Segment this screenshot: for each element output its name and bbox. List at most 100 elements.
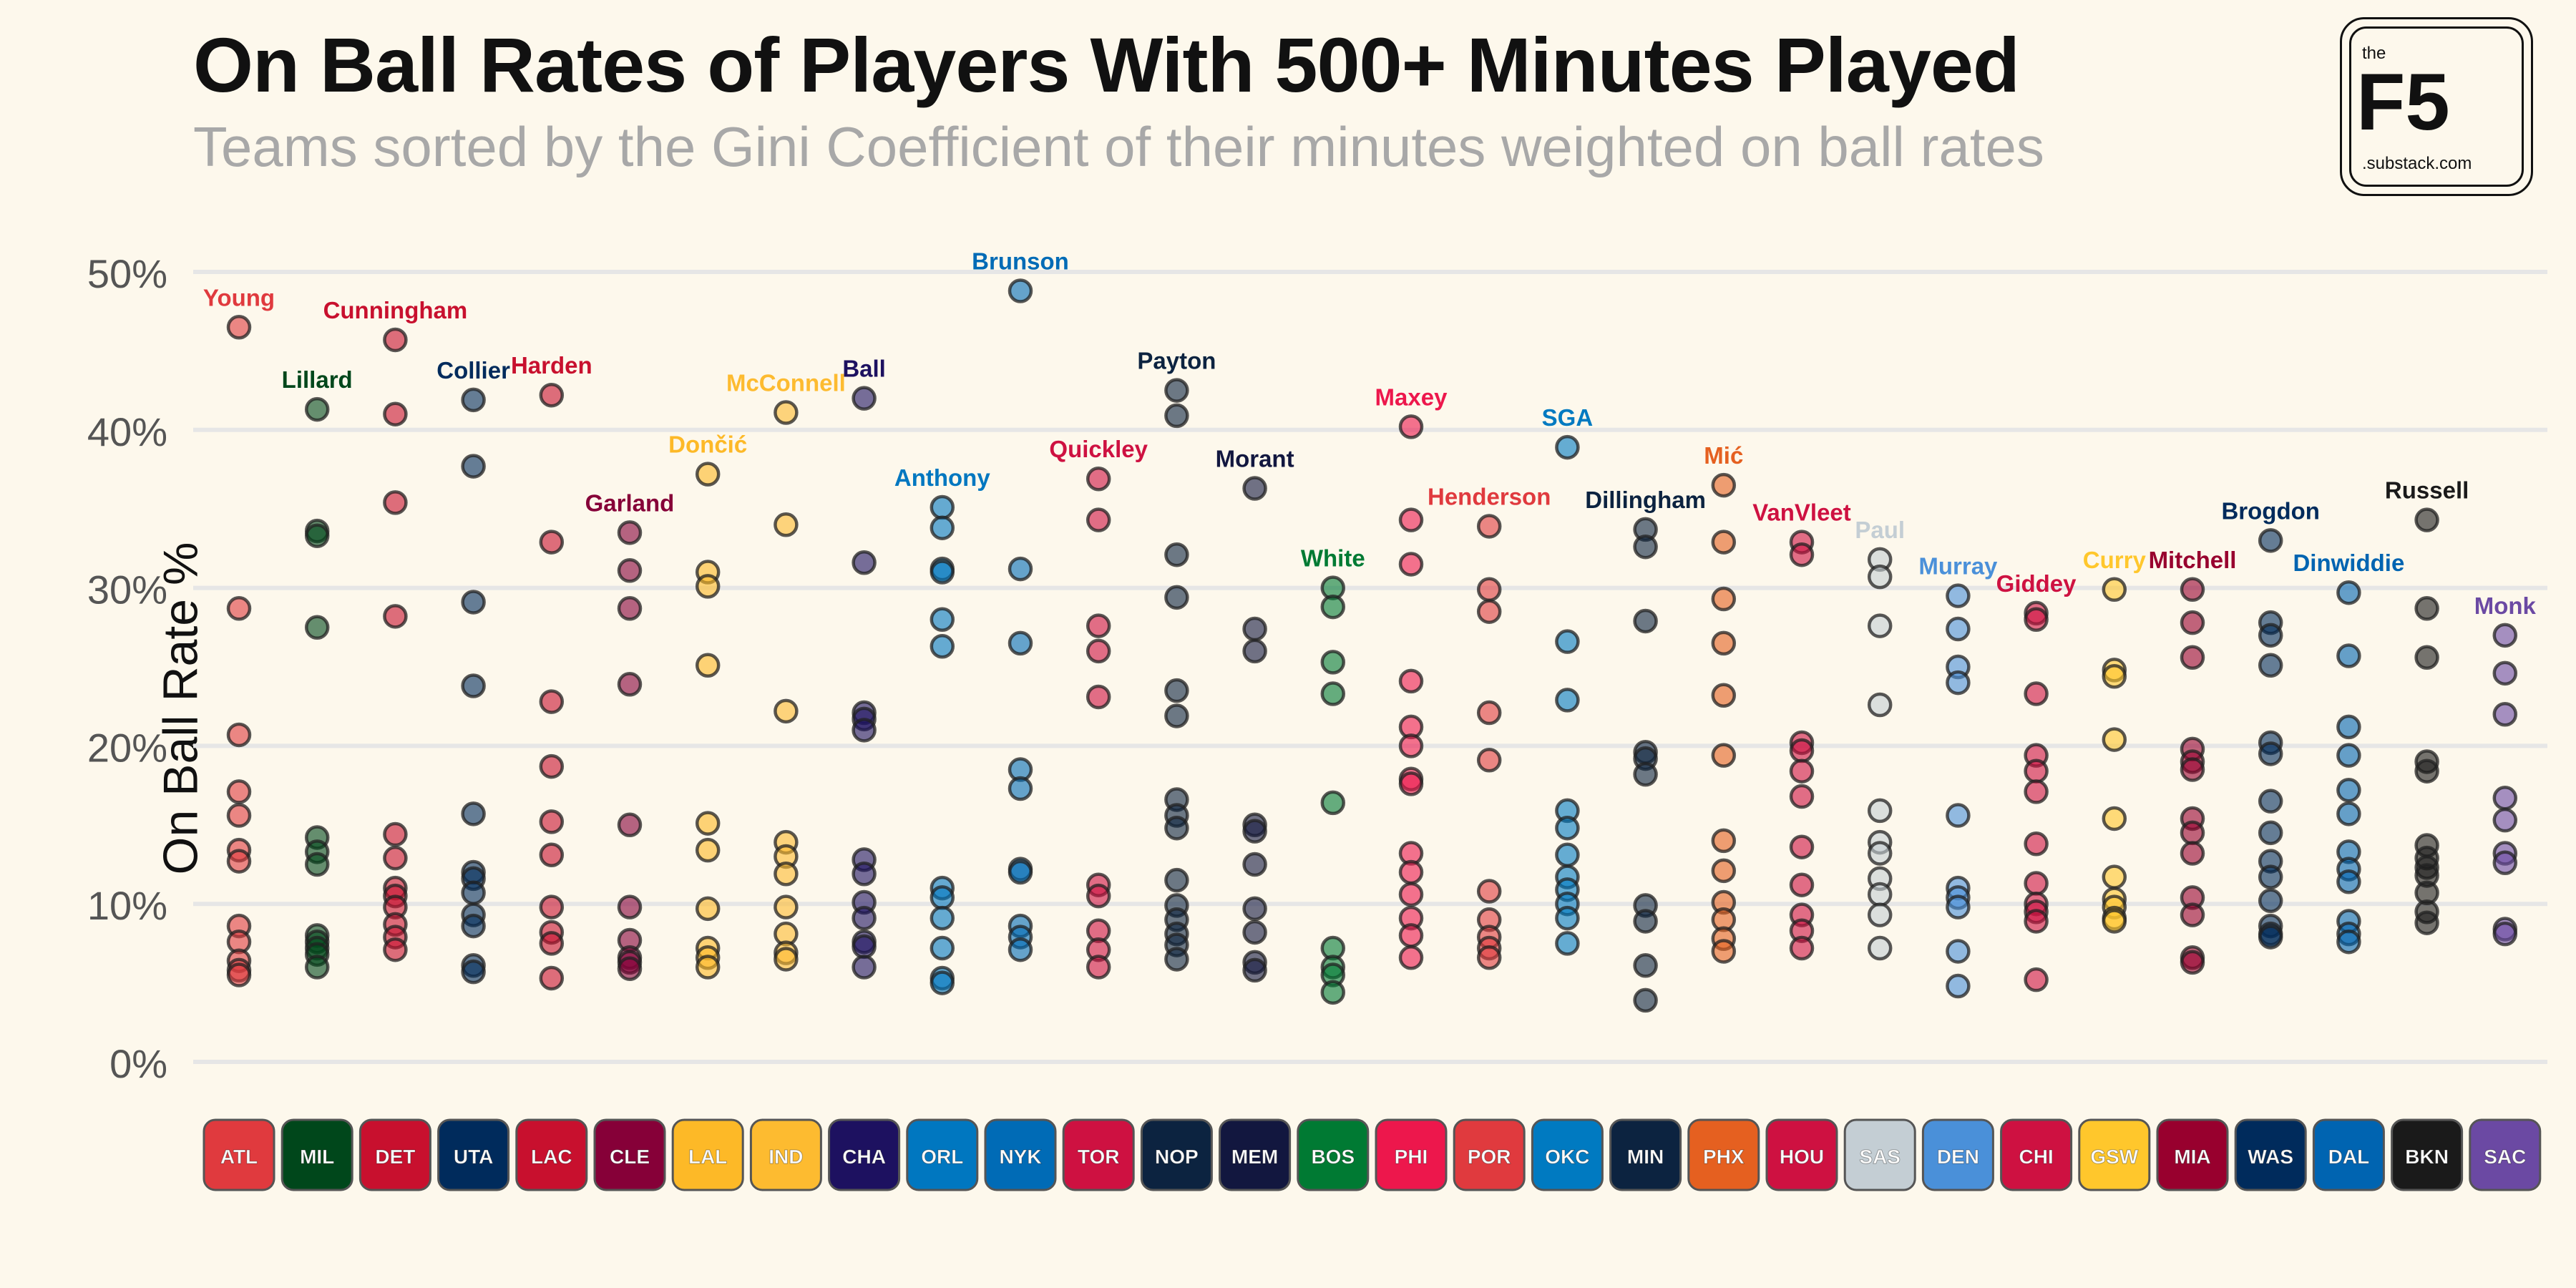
data-point [695, 574, 721, 599]
player-label: Dinwiddie [2293, 550, 2404, 576]
data-point [226, 779, 252, 804]
data-point [1555, 815, 1580, 841]
data-point [2180, 902, 2205, 927]
data-point [852, 861, 877, 887]
data-point [2024, 779, 2049, 804]
player-label: Maxey [1375, 384, 1448, 410]
data-point [1867, 692, 1893, 718]
team-logo-mem [1219, 1118, 1292, 1191]
data-point [1320, 650, 1346, 675]
data-point [617, 558, 643, 583]
team-logo-atl [203, 1118, 275, 1191]
data-point [1242, 638, 1267, 664]
data-point [2336, 743, 2361, 768]
team-logo-uta [437, 1118, 510, 1191]
team-logo-phx [1687, 1118, 1760, 1191]
data-point [2102, 909, 2127, 934]
data-point [2414, 910, 2439, 935]
data-point [2258, 528, 2283, 553]
data-point [2258, 864, 2283, 889]
data-point [1320, 594, 1346, 620]
data-point [617, 520, 643, 545]
data-point [461, 454, 486, 479]
data-point [2336, 714, 2361, 740]
player-label: SGA [1542, 404, 1594, 431]
data-point [2024, 758, 2049, 784]
data-point [2180, 757, 2205, 782]
team-abbr: ORL [921, 1146, 963, 1168]
data-point [539, 965, 565, 991]
data-point [1946, 616, 1971, 642]
player-label: Murray [1918, 553, 1998, 580]
data-point [930, 905, 955, 931]
data-point [774, 947, 799, 972]
data-point [539, 530, 565, 555]
team-abbr: PHX [1703, 1146, 1745, 1168]
data-point [695, 955, 721, 980]
team-abbr: OKC [1545, 1146, 1589, 1168]
data-point [2414, 758, 2439, 784]
data-point [2258, 623, 2283, 648]
player-label: Garland [585, 489, 675, 516]
data-point [461, 801, 486, 826]
data-point [1476, 577, 1502, 602]
team-abbr: GSW [2090, 1146, 2138, 1168]
team-logo-lac [515, 1118, 588, 1191]
team-logo-nyk [984, 1118, 1057, 1191]
team-logo-dal [2312, 1118, 2385, 1191]
player-label: Collier [436, 357, 510, 384]
data-point [1789, 872, 1815, 897]
logo-small-text: the [2362, 44, 2386, 63]
team-abbr: TOR [1078, 1146, 1120, 1168]
data-point [2492, 850, 2518, 876]
data-point [1867, 902, 1893, 927]
data-point [2024, 967, 2049, 992]
data-point [539, 894, 565, 919]
player-label: Young [203, 284, 275, 311]
data-point [1398, 859, 1424, 885]
data-point [226, 849, 252, 874]
team-abbr: HOU [1780, 1146, 1824, 1168]
team-logo-hou [1765, 1118, 1838, 1191]
data-point [2414, 596, 2439, 621]
data-point [226, 962, 252, 987]
data-point [2492, 701, 2518, 727]
f5-substack-logo: the F5 .substack.com [2340, 17, 2533, 196]
data-point [383, 845, 408, 871]
data-point [1476, 514, 1502, 539]
data-point [1946, 894, 1971, 919]
data-point [1555, 842, 1580, 868]
data-point [852, 955, 877, 980]
data-point [1164, 403, 1189, 429]
team-logo-nop [1140, 1118, 1213, 1191]
data-point [1164, 585, 1189, 610]
player-label: Paul [1855, 517, 1905, 543]
data-point [1711, 586, 1737, 612]
data-point [1164, 947, 1189, 972]
data-point [1555, 688, 1580, 713]
data-point [930, 634, 955, 659]
data-point [383, 604, 408, 629]
team-abbr: BOS [1311, 1146, 1355, 1168]
data-point [383, 327, 408, 353]
data-point [1476, 700, 1502, 726]
data-point [1320, 681, 1346, 706]
team-abbr: NYK [999, 1146, 1041, 1168]
data-point [2258, 741, 2283, 766]
team-logo-sac [2469, 1118, 2542, 1191]
team-logo-tor [1062, 1118, 1135, 1191]
data-point [1946, 583, 1971, 608]
data-point [617, 812, 643, 838]
data-point [2414, 507, 2439, 532]
team-abbr: WAS [2248, 1146, 2293, 1168]
data-point [1085, 466, 1111, 492]
data-point [461, 590, 486, 615]
data-point [2258, 789, 2283, 814]
data-point [1476, 879, 1502, 904]
player-label: Cunningham [323, 297, 468, 323]
data-point [1711, 630, 1737, 656]
data-point [1867, 564, 1893, 590]
data-point [1085, 638, 1111, 664]
data-point [304, 852, 330, 877]
